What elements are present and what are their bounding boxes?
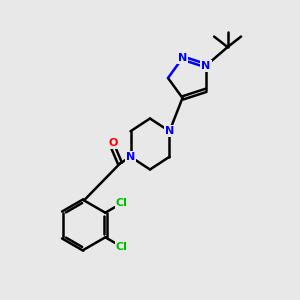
Text: O: O bbox=[109, 138, 118, 148]
Text: N: N bbox=[178, 53, 187, 63]
Text: Cl: Cl bbox=[116, 198, 127, 208]
Text: Cl: Cl bbox=[116, 242, 127, 252]
Text: N: N bbox=[165, 126, 174, 136]
Text: N: N bbox=[201, 61, 211, 71]
Text: N: N bbox=[126, 152, 135, 162]
